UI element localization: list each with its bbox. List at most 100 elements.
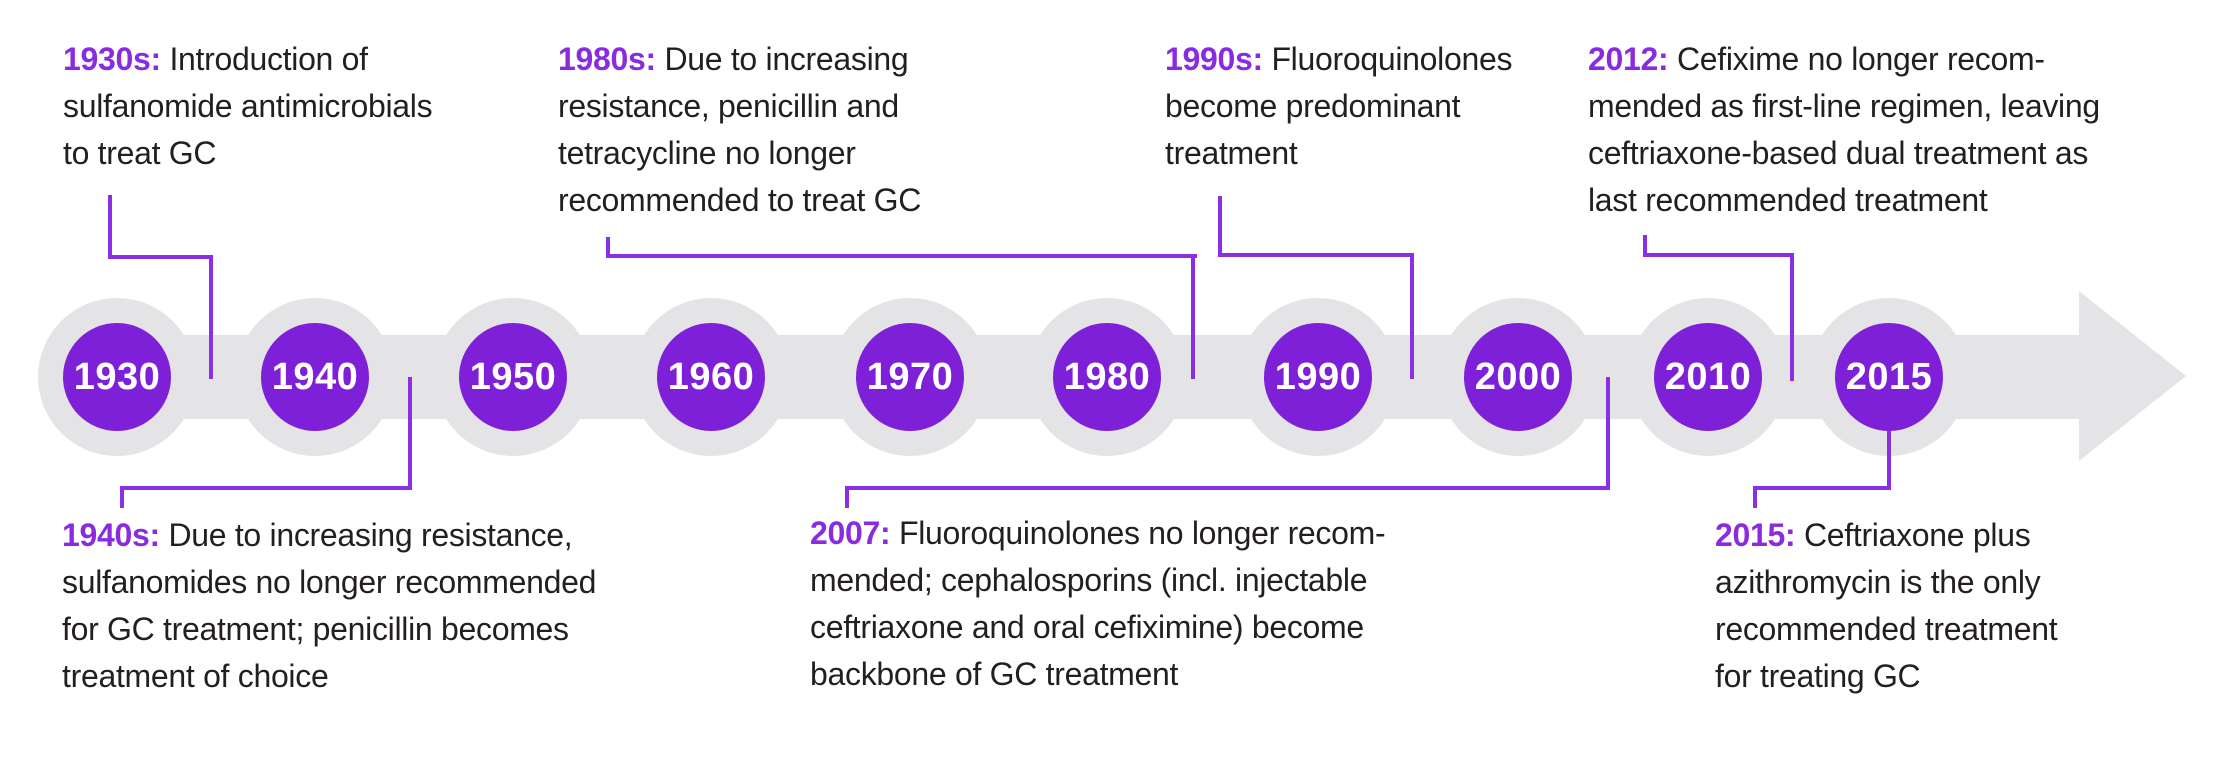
annotation-text: Due to increasing resistance, [168,517,573,553]
annotation-2007: 2007: Fluoroquinolones no longer recom-m… [810,510,1386,698]
timeline-year-label: 2015 [1845,355,1933,398]
timeline-year-label: 1980 [1063,355,1151,398]
annotation-line: 1940s: Due to increasing resistance, [62,512,596,559]
annotation-2012: 2012: Cefixime no longer recom-mended as… [1588,36,2100,224]
timeline-node-1970: 1970 [856,323,964,431]
connector-2012 [1643,253,1794,257]
annotation-line: ceftriaxone and oral cefiximine) become [810,604,1385,651]
timeline-year-label: 1930 [73,355,161,398]
annotation-year-prefix: 1980s: [558,41,656,77]
annotation-line: for GC treatment; penicillin becomes [62,606,596,653]
annotation-text: Fluoroquinolones [1271,41,1513,77]
timeline-node-1980: 1980 [1053,323,1161,431]
connector-1930s [209,255,213,379]
connector-2015 [1753,486,1891,490]
annotation-line: backbone of GC treatment [810,651,1385,698]
connector-2015 [1887,428,1891,488]
annotation-line: treatment of choice [62,653,596,700]
annotation-text: treatment [1165,135,1298,171]
timeline-node-1960: 1960 [657,323,765,431]
connector-2012 [1790,253,1794,381]
annotation-text: Fluoroquinolones no longer recom- [898,515,1386,551]
arrow-right-icon [2079,291,2186,461]
annotation-1930s: 1930s: Introduction of sulfanomide antimi… [63,36,433,177]
annotation-line: azithromycin is the only [1715,559,2057,606]
annotation-text: mended; cephalosporins (incl. injectable [810,562,1368,598]
annotation-line: become predominant [1165,83,1512,130]
timeline-node-1990: 1990 [1264,323,1372,431]
annotation-line: recommended treatment [1715,606,2058,653]
connector-2007 [1606,377,1610,488]
annotation-text: ceftriaxone and oral cefiximine) become [810,609,1364,645]
annotation-text: treatment of choice [62,658,329,694]
connector-1990s [1218,253,1414,257]
connector-1990s [1218,196,1222,257]
connector-1940s [120,486,412,490]
annotation-text: resistance, penicillin and [558,88,899,124]
annotation-year-prefix: 1990s: [1165,41,1263,77]
connector-1940s [408,377,412,488]
annotation-year-prefix: 2012: [1588,41,1669,77]
timeline-node-1940: 1940 [261,323,369,431]
annotation-text: backbone of GC treatment [810,656,1179,692]
annotation-year-prefix: 1940s: [62,517,160,553]
annotation-text: ceftriaxone-based dual treatment as [1588,135,2089,171]
annotation-line: treatment [1165,130,1512,177]
annotation-line: last recommended treatment [1588,177,2100,224]
annotation-text: to treat GC [63,135,217,171]
annotation-line: 2015: Ceftriaxone plus [1715,512,2057,559]
annotation-text: recommended treatment [1715,611,2058,647]
annotation-year-prefix: 1930s: [63,41,161,77]
annotation-1980s: 1980s: Due to increasing resistance, peni… [558,36,921,224]
annotation-line: tetracycline no longer [558,130,921,177]
connector-1930s [108,255,213,259]
connector-2007 [845,486,1610,490]
connector-2007 [845,486,849,508]
annotation-line: resistance, penicillin and [558,83,921,130]
annotation-text: Due to increasing [664,41,909,77]
annotation-line: sulfanomides no longer recommended [62,559,596,606]
timeline-node-2000: 2000 [1464,323,1572,431]
annotation-line: mended as first-line regimen, leaving [1588,83,2100,130]
connector-2015 [1753,486,1757,508]
timeline-node-1930: 1930 [63,323,171,431]
connector-1980s [1191,254,1195,379]
timeline-year-label: 1940 [271,355,359,398]
annotation-line: for treating GC [1715,653,2057,700]
annotation-1940s: 1940s: Due to increasing resistance, sulf… [62,512,596,700]
annotation-1990s: 1990s: Fluoroquinolones become predominan… [1165,36,1512,177]
timeline-year-label: 1970 [866,355,954,398]
timeline-node-2015: 2015 [1835,323,1943,431]
connector-1990s [1410,253,1414,379]
timeline-year-label: 2000 [1474,355,1562,398]
annotation-text: for treating GC [1715,658,1921,694]
connector-1980s [606,237,610,258]
annotation-2015: 2015: Ceftriaxone plus azithromycin is th… [1715,512,2058,700]
annotation-text: mended as first-line regimen, leaving [1588,88,2100,124]
annotation-line: mended; cephalosporins (incl. injectable [810,557,1385,604]
annotation-line: sulfanomide antimicrobials [63,83,433,130]
timeline-node-2010: 2010 [1654,323,1762,431]
annotation-text: tetracycline no longer [558,135,856,171]
annotation-text: Ceftriaxone plus [1803,517,2031,553]
annotation-text: last recommended treatment [1588,182,1988,218]
timeline-year-label: 2010 [1664,355,1752,398]
annotation-line: 2007: Fluoroquinolones no longer recom- [810,510,1386,557]
connector-1940s [120,486,124,508]
annotation-year-prefix: 2015: [1715,517,1796,553]
connector-1930s [108,195,112,257]
annotation-text: Introduction of [169,41,368,77]
annotation-line: 1990s: Fluoroquinolones [1165,36,1512,83]
annotation-year-prefix: 2007: [810,515,891,551]
timeline-year-label: 1990 [1274,355,1362,398]
connector-1980s [606,254,1197,258]
annotation-line: 1930s: Introduction of [63,36,432,83]
annotation-text: recommended to treat GC [558,182,922,218]
timeline-year-label: 1950 [469,355,557,398]
annotation-text: become predominant [1165,88,1461,124]
annotation-text: sulfanomides no longer recommended [62,564,597,600]
timeline-node-1950: 1950 [459,323,567,431]
annotation-line: 2012: Cefixime no longer recom- [1588,36,2100,83]
annotation-text: for GC treatment; penicillin becomes [62,611,569,647]
timeline-year-label: 1960 [667,355,755,398]
